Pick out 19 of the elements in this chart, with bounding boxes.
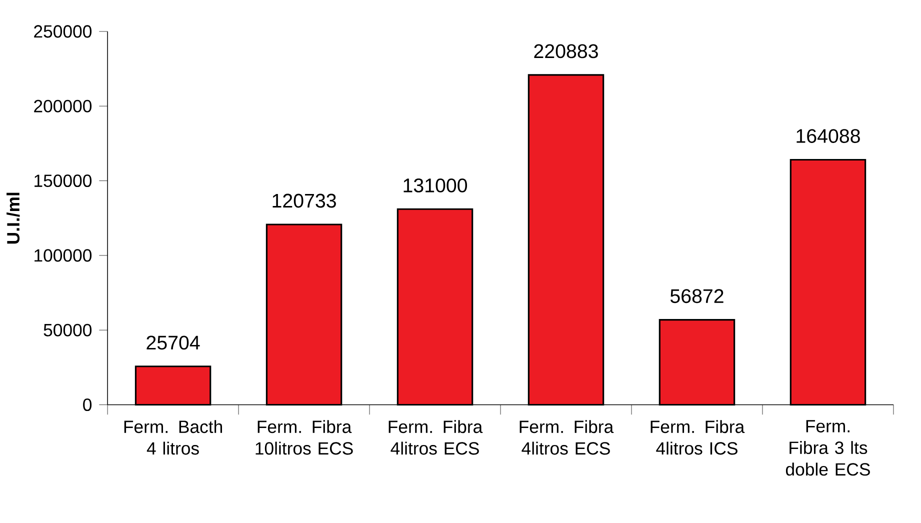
x-tick-label: Ferm. Fibra 4litros ICS [650, 420, 745, 455]
x-tick-label: Ferm. Fibra 4litros ECS [388, 420, 483, 455]
y-tick-label: 0 [83, 398, 92, 412]
y-tick-label: 200000 [34, 100, 92, 113]
x-tick-label: Ferm. Fibra 10litros ECS [256, 420, 353, 455]
data-label: 25704 [146, 336, 200, 350]
x-tick-label: Ferm. Fibra 4litros ECS [520, 420, 614, 455]
x-tick-label: Ferm. Fibra 3 lts doble ECS [786, 420, 870, 476]
data-label: 164088 [796, 129, 860, 144]
y-tick-label: 50000 [44, 324, 92, 337]
data-label: 131000 [404, 178, 468, 193]
y-axis-title: U.I./ml [6, 192, 20, 244]
data-label: 56872 [670, 289, 724, 304]
y-tick-label: 100000 [34, 249, 92, 262]
x-tick-label: Ferm. Bacth 4 litros [124, 420, 222, 455]
y-tick-label: 150000 [34, 174, 92, 188]
data-label: 120733 [272, 194, 336, 208]
data-label: 220883 [534, 44, 598, 58]
y-tick-label: 250000 [34, 25, 92, 38]
